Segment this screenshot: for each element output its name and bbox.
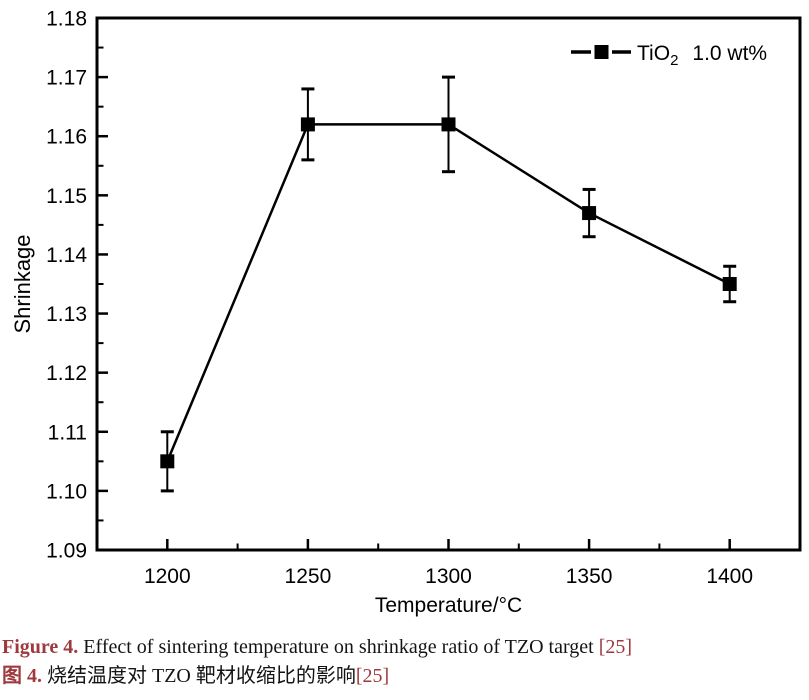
caption-text-zh: 烧结温度对 TZO 靶材收缩比的影响 bbox=[42, 665, 356, 687]
caption-line-zh: 图 4. 烧结温度对 TZO 靶材收缩比的影响[25] bbox=[2, 662, 802, 691]
y-tick-label: 1.09 bbox=[46, 540, 87, 563]
y-tick-label: 1.10 bbox=[46, 480, 87, 503]
data-point-marker bbox=[160, 454, 175, 469]
x-tick-label: 1350 bbox=[566, 565, 613, 588]
data-line bbox=[166, 123, 731, 462]
x-tick-label: 1250 bbox=[285, 565, 332, 588]
figure-label-en: Figure 4. bbox=[2, 636, 79, 658]
x-axis-title: Temperature/°C bbox=[375, 594, 522, 617]
figure-caption: Figure 4. Effect of sintering temperatur… bbox=[2, 633, 802, 691]
x-tick-label: 1300 bbox=[425, 565, 472, 588]
y-tick-label: 1.11 bbox=[48, 421, 87, 444]
y-tick-label: 1.14 bbox=[46, 244, 87, 267]
figure-label-zh: 图 4. bbox=[2, 665, 42, 687]
x-tick-label: 1200 bbox=[144, 565, 191, 588]
shrinkage-line-chart: 1.09 1.10 1.11 1.12 1.13 1.14 1.15 1.16 1.17 1.18… bbox=[10, 8, 802, 617]
data-point-marker bbox=[722, 277, 737, 291]
legend-marker bbox=[594, 45, 609, 59]
data-point-marker bbox=[300, 117, 315, 132]
legend-label: TiO2 1.0 wt% bbox=[637, 42, 767, 69]
data-point-marker bbox=[441, 117, 456, 132]
x-tick-label: 1400 bbox=[706, 565, 753, 588]
plot-frame bbox=[95, 16, 802, 552]
caption-text-en: Effect of sintering temperature on shrin… bbox=[78, 636, 599, 658]
citation-ref-zh[interactable]: [25] bbox=[355, 665, 390, 687]
y-tick-label: 1.18 bbox=[46, 8, 87, 31]
y-axis-title: Shrinkage bbox=[10, 234, 35, 333]
y-tick-label: 1.12 bbox=[46, 362, 87, 385]
y-tick-label: 1.17 bbox=[46, 67, 87, 90]
y-tick-label: 1.15 bbox=[46, 185, 87, 208]
y-tick-label: 1.16 bbox=[46, 126, 87, 149]
y-tick-label: 1.13 bbox=[46, 303, 87, 326]
caption-line-en: Figure 4. Effect of sintering temperatur… bbox=[2, 633, 802, 662]
citation-ref-en[interactable]: [25] bbox=[598, 636, 633, 658]
data-point-marker bbox=[582, 206, 597, 221]
